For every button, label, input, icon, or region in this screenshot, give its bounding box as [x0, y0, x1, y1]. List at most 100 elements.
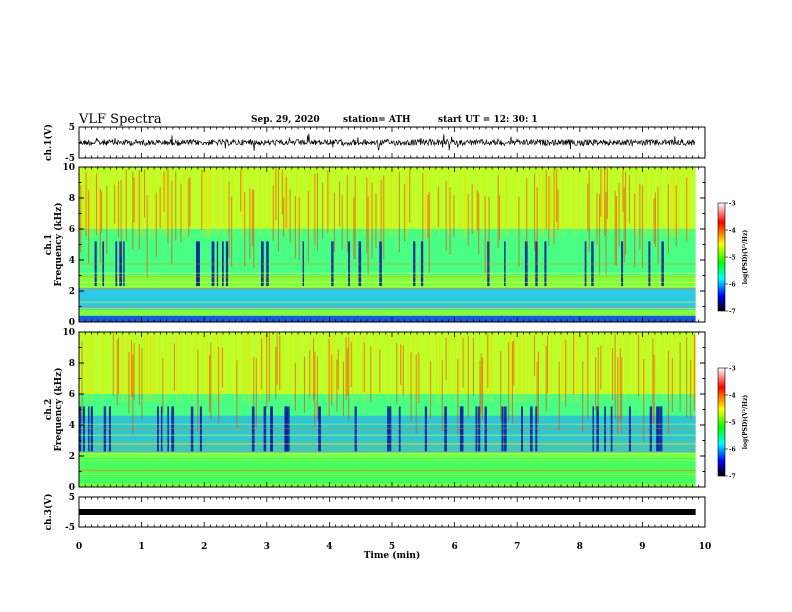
spectro-red-streak	[309, 350, 311, 397]
spectro-red-streak	[266, 333, 268, 409]
spectro-yellow-streak	[407, 335, 409, 402]
spectro-yellow-streak	[618, 335, 620, 402]
spectro-yellow-streak	[448, 335, 450, 402]
spectro-red-streak	[588, 170, 590, 252]
spectro-yellow-streak	[370, 170, 372, 237]
spectro-red-streak	[597, 347, 599, 412]
spectro-red-streak	[652, 338, 654, 424]
spectro-yellow-streak	[223, 170, 225, 237]
spectro-yellow-streak	[602, 335, 604, 402]
spectro-red-streak	[289, 188, 291, 243]
ch1-waveform-trace	[78, 133, 696, 151]
spectro-red-streak	[348, 336, 350, 421]
spectro-red-streak	[144, 169, 146, 218]
spectro-red-streak	[141, 348, 143, 419]
spectro-red-streak	[480, 353, 482, 414]
spectro-red-streak	[371, 182, 373, 258]
spectro-red-streak	[641, 184, 643, 269]
spectro-red-streak	[236, 360, 238, 429]
spectro-red-streak	[366, 177, 368, 254]
spectro-yellow-streak	[249, 335, 251, 402]
spectro-yellow-streak	[671, 170, 673, 237]
spectro-red-streak	[146, 195, 148, 278]
spectro-red-streak	[314, 351, 316, 428]
spectro-red-streak	[314, 173, 316, 246]
spectro-red-streak	[595, 357, 597, 411]
spectro-yellow-streak	[562, 170, 564, 237]
spectro-red-streak	[472, 337, 474, 397]
spectro-red-streak	[333, 192, 335, 253]
spectro-yellow-streak	[137, 170, 139, 237]
spectro-red-streak	[101, 191, 103, 233]
spectro-red-streak	[587, 334, 589, 420]
spectro-red-streak	[167, 167, 169, 244]
spectro-yellow-streak	[214, 335, 216, 402]
spectro-red-streak	[337, 348, 339, 390]
spectro-yellow-streak	[176, 335, 178, 402]
spectro-red-streak	[615, 196, 617, 266]
spectro-red-streak	[370, 346, 372, 403]
spectro-red-streak	[441, 359, 443, 431]
spectro-yellow-streak	[413, 335, 415, 402]
spectro-yellow-streak	[635, 170, 637, 237]
spectro-yellow-streak	[601, 170, 603, 237]
spectro-red-streak	[511, 341, 513, 424]
spectro-red-streak	[617, 357, 619, 435]
spectro-red-streak	[255, 358, 257, 428]
spectro-yellow-streak	[673, 170, 675, 237]
spectro-red-streak	[619, 348, 621, 421]
spectro-yellow-streak	[112, 170, 114, 237]
spectro-red-streak	[604, 167, 606, 236]
spectro-red-streak	[498, 195, 500, 241]
spectro-red-streak	[346, 174, 348, 252]
spectro-yellow-streak	[558, 170, 560, 237]
spectro-red-streak	[428, 192, 430, 274]
spectro-yellow-streak	[140, 170, 142, 237]
spectro-yellow-streak	[550, 170, 552, 237]
spectro-red-streak	[400, 344, 402, 385]
spectro-red-streak	[253, 189, 255, 268]
spectro-yellow-streak	[625, 335, 626, 402]
spectro-yellow-streak	[207, 170, 209, 237]
spectro-yellow-streak	[439, 335, 441, 402]
spectro-yellow-streak	[483, 170, 485, 237]
spectro-yellow-streak	[210, 170, 212, 237]
ch1-waveform-ylabel: ch.1(V)	[43, 124, 54, 161]
ch1-spectrogram-image	[79, 167, 696, 322]
spectro-yellow-streak	[362, 335, 364, 402]
spectro-yellow-streak	[242, 335, 244, 402]
spectro-yellow-streak	[149, 335, 151, 402]
spectro-yellow-streak	[554, 170, 556, 237]
spectro-red-streak	[545, 346, 547, 412]
x-tick-label: 3	[264, 542, 270, 552]
colorbar-tick-label: -5	[729, 255, 736, 262]
spectro-yellow-streak	[328, 170, 330, 237]
x-tick-label: 9	[639, 542, 645, 552]
spectro-red-streak	[600, 167, 602, 217]
spectro-yellow-streak	[241, 170, 243, 237]
spectro-red-streak	[449, 187, 451, 255]
spectro-red-streak	[625, 171, 627, 256]
spectro-yellow-streak	[510, 335, 512, 402]
x-tick-label: 10	[699, 542, 712, 552]
spectro-red-streak	[138, 170, 140, 250]
spectro-band-high	[79, 332, 696, 394]
spectro-red-streak	[606, 168, 608, 219]
spectro-yellow-streak	[142, 170, 144, 237]
spectro-red-streak	[396, 342, 398, 405]
spectro-yellow-streak	[158, 335, 160, 402]
spectro-yellow-streak	[368, 170, 370, 237]
x-tick-label: 0	[76, 542, 82, 552]
spectro-red-streak	[471, 183, 473, 235]
spectro-yellow-streak	[180, 335, 182, 402]
spectro-red-streak	[138, 343, 140, 405]
spectro-yellow-streak	[391, 170, 392, 237]
spectro-red-streak	[261, 338, 263, 390]
spectro-yellow-streak	[678, 170, 680, 237]
spectro-yellow-streak	[89, 335, 91, 402]
spectro-red-streak	[445, 180, 447, 251]
spectro-red-streak	[275, 346, 277, 400]
spectro-red-streak	[341, 195, 343, 250]
spectro-red-streak	[272, 185, 274, 241]
spectro-red-streak	[614, 191, 616, 265]
